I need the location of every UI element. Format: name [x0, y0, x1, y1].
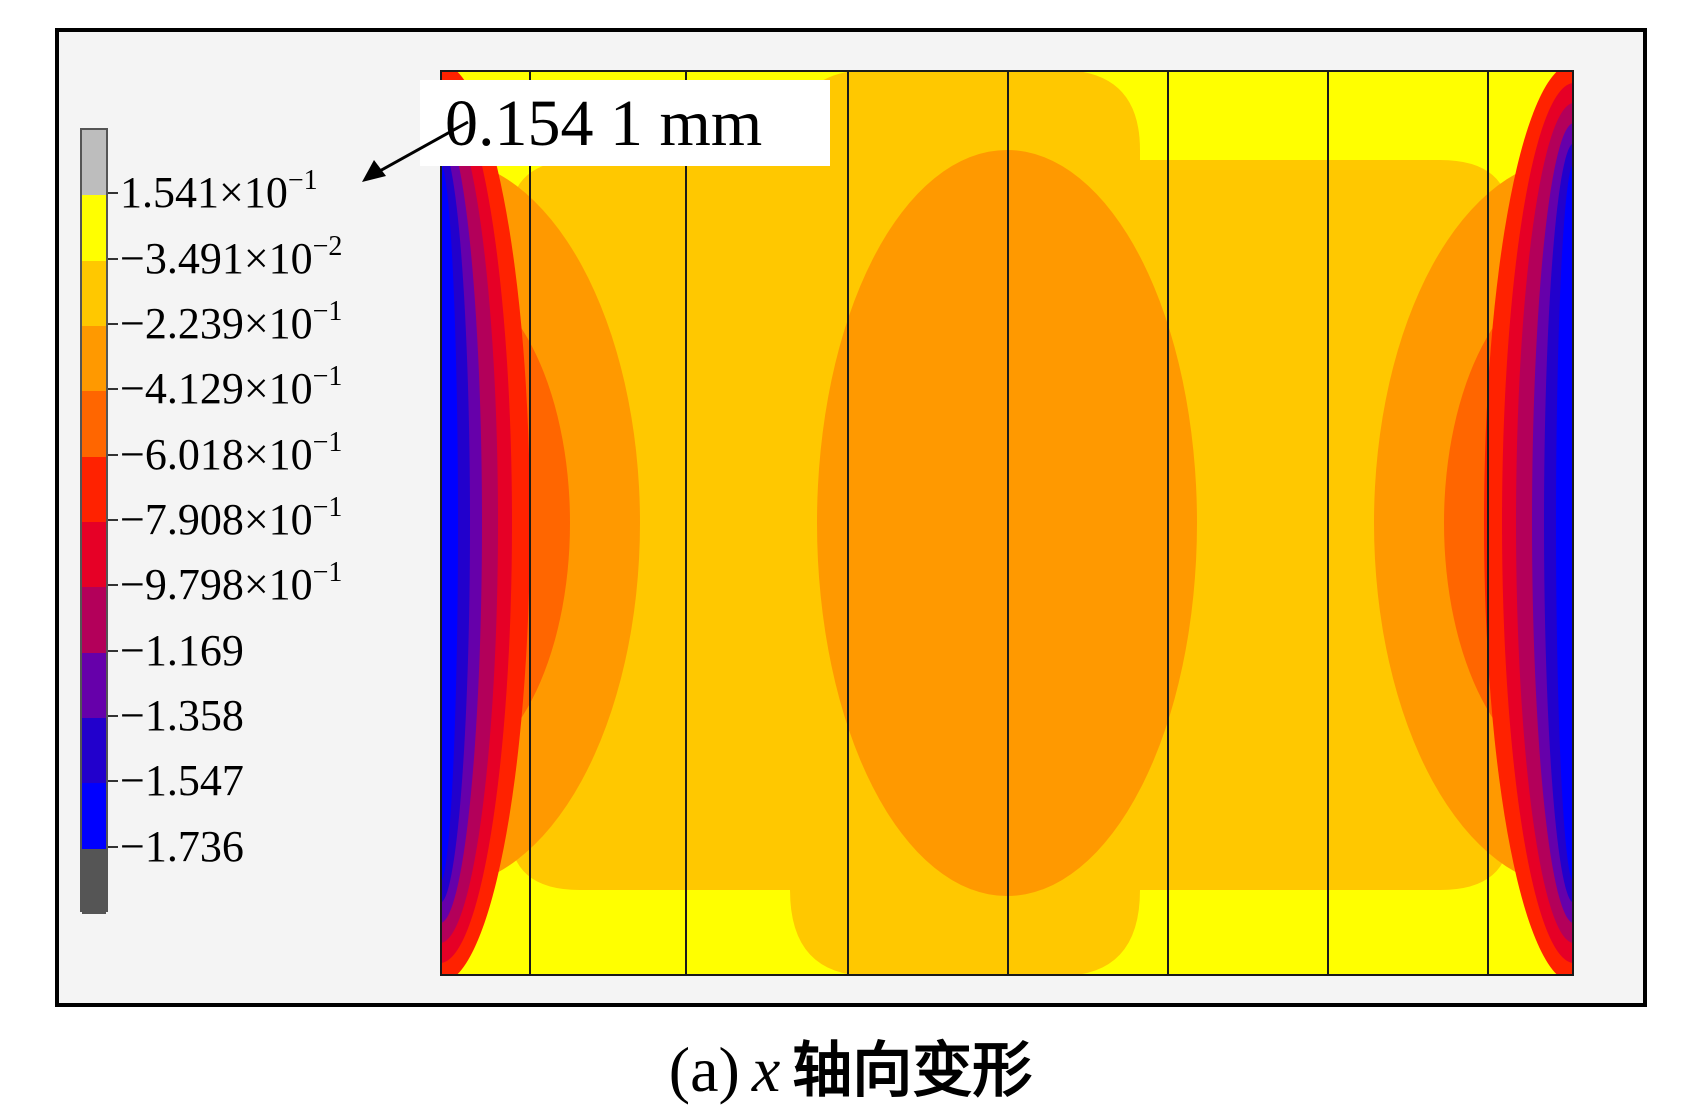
- legend-swatch: [82, 718, 106, 784]
- legend-label: −1.169: [120, 628, 244, 672]
- legend-label-base: −3.491×10: [120, 233, 313, 283]
- legend-label: −4.129×10−1: [120, 363, 342, 411]
- legend-tick: [108, 584, 118, 587]
- legend-swatch: [82, 326, 106, 392]
- legend-label-exponent: −1: [312, 426, 343, 458]
- legend-swatch: [82, 783, 106, 850]
- legend-label: −2.239×10−1: [120, 298, 342, 346]
- legend-label-base: −1.169: [120, 625, 244, 675]
- figure-caption: (a) x 轴向变形: [0, 1022, 1701, 1109]
- legend-tick: [108, 519, 118, 521]
- legend-swatch: [82, 848, 106, 915]
- legend-swatch: [82, 195, 106, 262]
- contour-left-level9: [440, 163, 458, 883]
- legend-swatch: [82, 652, 106, 719]
- legend-label: −7.908×10−1: [120, 494, 342, 542]
- legend-label: −1.547: [120, 759, 244, 803]
- legend-label-base: −2.239×10: [120, 299, 313, 348]
- caption-text: 轴向变形: [792, 1036, 1033, 1106]
- legend-label-exponent: −1: [312, 361, 343, 393]
- legend-label: 1.541×10−1: [120, 167, 318, 215]
- legend-label: −1.736: [120, 824, 244, 868]
- legend-label: −3.491×10−2: [120, 232, 342, 280]
- legend-tick: [108, 649, 118, 652]
- legend-tick: [108, 453, 118, 456]
- legend-colorbar: [80, 128, 108, 915]
- caption-axis: x: [751, 1034, 781, 1105]
- contour-plot: [440, 70, 1574, 976]
- callout-arrow-icon: [362, 120, 469, 182]
- plate-border: [440, 70, 1574, 976]
- legend-label-exponent: −1: [312, 492, 343, 523]
- legend-swatch: [82, 260, 106, 327]
- legend-swatch: [82, 587, 106, 654]
- legend-label: −9.798×10−1: [120, 559, 342, 607]
- legend-label: −1.358: [120, 694, 244, 738]
- legend-tick: [108, 845, 118, 848]
- legend-label-base: −4.129×10: [120, 364, 313, 414]
- legend-tick: [108, 257, 118, 260]
- caption-prefix: (a): [668, 1034, 740, 1105]
- callout-value: 0.154 1 mm: [445, 87, 763, 160]
- legend-label-base: −1.547: [120, 756, 244, 806]
- legend-label: −6.018×10−1: [120, 428, 342, 476]
- legend-label-exponent: −1: [287, 165, 318, 197]
- legend-swatch: [82, 130, 106, 196]
- legend-label-base: −9.798×10: [120, 560, 313, 610]
- legend-swatch: [82, 522, 106, 588]
- contour-right-level9: [1556, 163, 1574, 883]
- legend-label-base: −1.358: [120, 691, 244, 740]
- legend-label-base: −6.018×10: [120, 429, 313, 479]
- legend-label-base: 1.541×10: [120, 168, 288, 218]
- callout-box: [420, 80, 830, 166]
- legend-label-base: −7.908×10: [120, 495, 313, 544]
- legend-label-base: −1.736: [120, 821, 244, 871]
- legend-tick: [108, 192, 118, 195]
- legend-swatch: [82, 391, 106, 458]
- legend-tick: [108, 323, 118, 325]
- legend-label-exponent: −1: [312, 557, 343, 589]
- legend-label-exponent: −2: [312, 230, 343, 262]
- legend-tick: [108, 388, 118, 391]
- legend-tick: [108, 715, 118, 717]
- legend-label-exponent: −1: [312, 296, 343, 327]
- legend-tick: [108, 780, 118, 783]
- legend-swatch: [82, 456, 106, 523]
